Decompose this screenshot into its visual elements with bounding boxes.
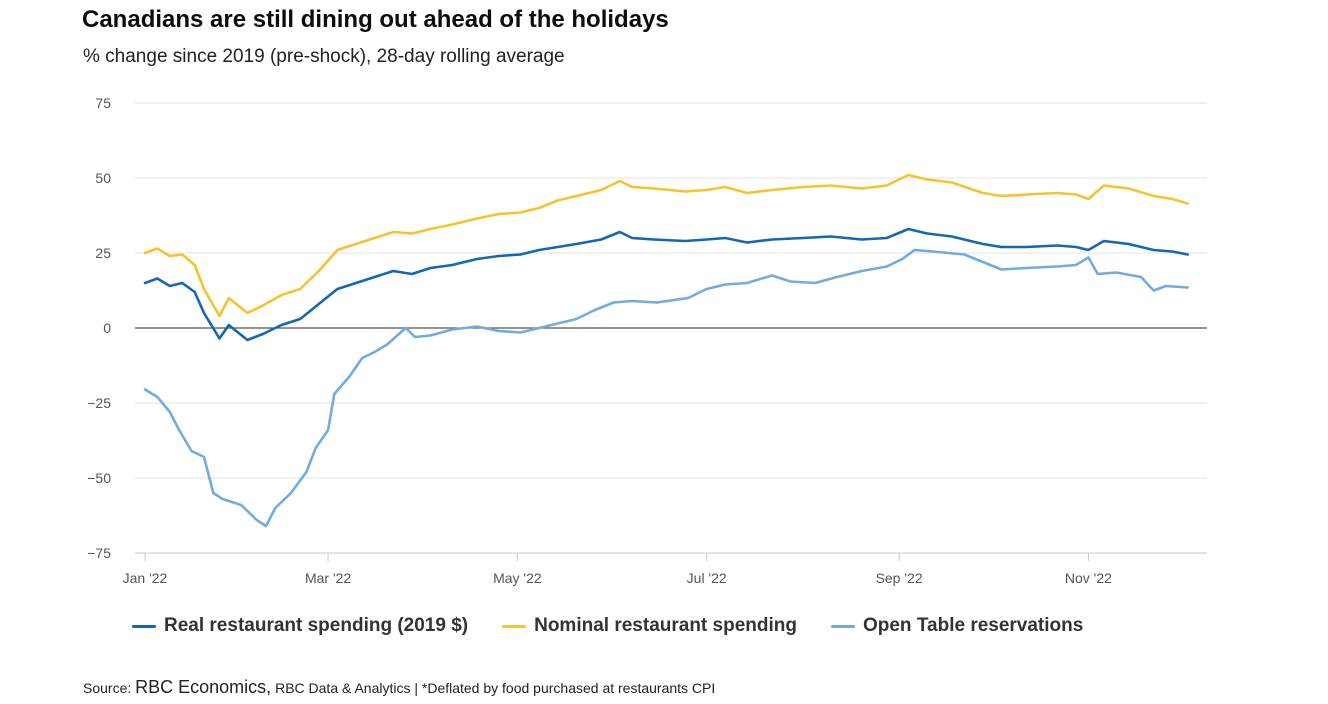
x-tick-label: Sep '22 [876,570,923,586]
x-tick-label: Jan '22 [123,570,168,586]
y-tick-label: −50 [87,470,111,486]
source-label: Source: [83,680,132,696]
y-tick-label: 50 [95,170,111,186]
legend-swatch-real [132,624,156,628]
legend-label-nominal: Nominal restaurant spending [534,615,797,636]
source-detail: RBC Data & Analytics | *Deflated by food… [275,680,716,696]
y-tick-label: 25 [95,245,111,261]
y-tick-label: 75 [95,95,111,111]
legend-swatch-opentable [830,624,855,628]
y-tick-label: 0 [103,320,111,336]
source-note: Source: RBC Economics, RBC Data & Analyt… [83,677,715,698]
legend-item-opentable[interactable]: Open Table reservations [830,615,1084,637]
y-tick-label: −25 [87,395,111,411]
series-line-real [143,227,1189,342]
y-axis-ticks: 75 50 25 0 −25 −50 −75 [87,95,111,561]
legend: Real restaurant spending (2019 $) Nomina… [132,615,1117,637]
series-line-nominal [143,173,1189,318]
legend-item-real[interactable]: Real restaurant spending (2019 $) [132,615,468,637]
legend-item-nominal[interactable]: Nominal restaurant spending [502,615,797,637]
legend-label-opentable: Open Table reservations [862,615,1084,636]
series-line-opentable [143,248,1189,528]
y-tick-label: −75 [87,545,111,561]
x-tick-label: Mar '22 [305,570,351,586]
x-tick-label: May '22 [493,570,542,586]
x-tick-label: Jul '22 [687,570,727,586]
x-axis: Jan '22 Mar '22 May '22 Jul '22 Sep '22 Nov '… [123,552,1207,586]
chart-title: Canadians are still dining out ahead of … [82,6,669,33]
x-tick-label: Nov '22 [1065,570,1112,586]
series-lines [143,173,1189,528]
chart-subtitle: % change since 2019 (pre-shock), 28-day … [83,46,565,67]
legend-label-real: Real restaurant spending (2019 $) [164,615,469,636]
source-org: RBC Economics, [135,677,272,697]
legend-swatch-nominal [502,624,527,628]
